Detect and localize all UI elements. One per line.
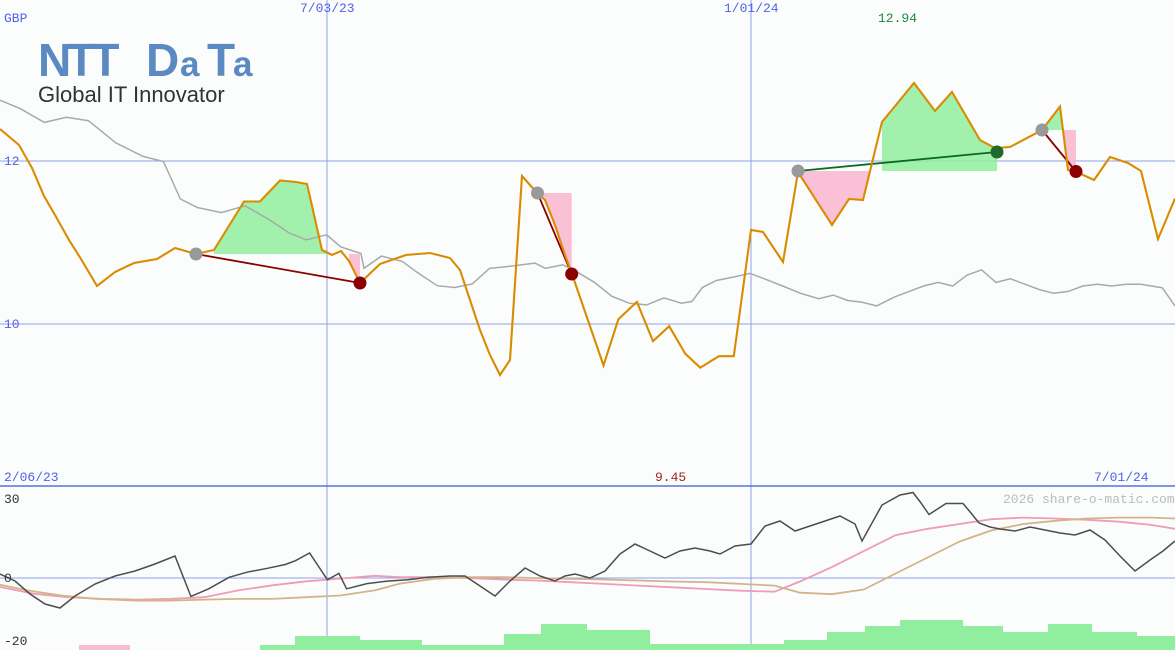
svg-text:30: 30: [4, 492, 20, 507]
svg-text:0: 0: [4, 571, 12, 586]
svg-text:-20: -20: [4, 634, 27, 649]
svg-text:GBP: GBP: [4, 11, 28, 26]
svg-text:T: T: [207, 34, 235, 86]
svg-text:2/06/23: 2/06/23: [4, 470, 59, 485]
svg-text:NTT: NTT: [38, 34, 119, 86]
svg-text:10: 10: [4, 317, 20, 332]
svg-text:2026 share-o-matic.com: 2026 share-o-matic.com: [1003, 492, 1175, 507]
svg-text:12: 12: [4, 154, 20, 169]
svg-text:12.94: 12.94: [878, 11, 917, 26]
svg-text:9.45: 9.45: [655, 470, 686, 485]
svg-text:1/01/24: 1/01/24: [724, 1, 779, 16]
svg-text:D: D: [146, 34, 178, 86]
svg-text:Global IT Innovator: Global IT Innovator: [38, 82, 225, 107]
svg-text:7/03/23: 7/03/23: [300, 1, 355, 16]
svg-text:7/01/24: 7/01/24: [1094, 470, 1149, 485]
